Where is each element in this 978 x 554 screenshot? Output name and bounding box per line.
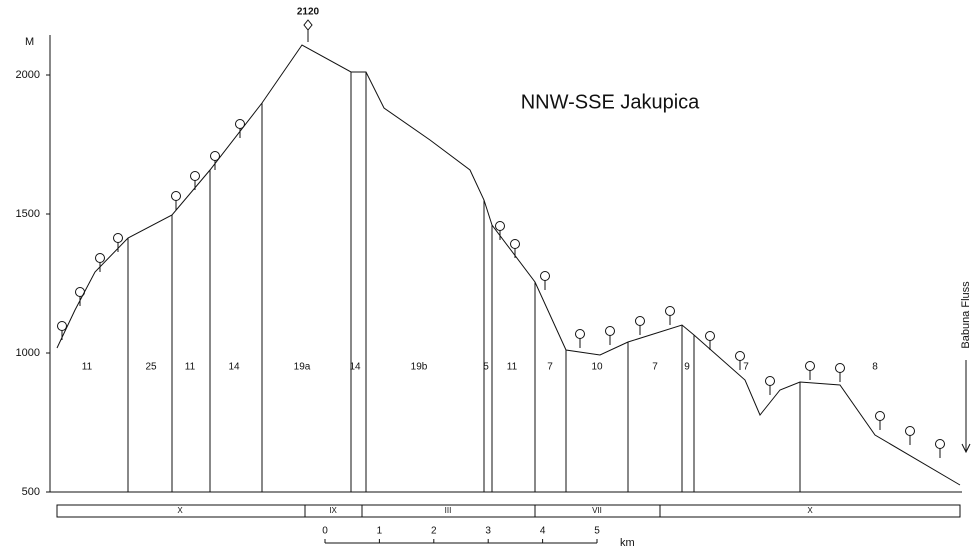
scale-unit: km: [620, 537, 635, 549]
tree-crown: [575, 329, 585, 339]
zone-bar: [56, 504, 961, 518]
zone-label: IX: [329, 506, 337, 515]
tree-crown: [235, 119, 245, 129]
segment-label: 14: [228, 362, 240, 373]
zone-label: X: [177, 506, 183, 515]
segment-label: 11: [507, 362, 518, 373]
tree-crown: [95, 253, 105, 263]
y-tick-label: 2000: [16, 69, 40, 81]
tree-crown: [665, 306, 675, 316]
zone-label: X: [807, 506, 813, 515]
terrain-profile: [56, 44, 961, 486]
scale-label: 0: [322, 526, 328, 537]
unit-label: M: [25, 36, 34, 48]
segment-label: 5: [483, 362, 489, 373]
segment-label: 10: [591, 362, 603, 373]
tree-crown: [835, 363, 845, 373]
tree-crown: [540, 271, 550, 281]
segment-dividers: [127, 72, 801, 492]
y-tick-label: 1500: [16, 208, 40, 220]
segment-label: 7: [652, 362, 658, 373]
zone-dividers: [304, 505, 661, 517]
tree-crown: [805, 361, 815, 371]
scale-label: 4: [540, 526, 546, 537]
tree-crown: [75, 287, 85, 297]
y-tick-label: 1000: [16, 347, 40, 359]
tree-crown: [190, 171, 200, 181]
tree-crown: [705, 331, 715, 341]
river-label: Babuna Fluss: [960, 281, 972, 349]
segment-label: 7: [743, 362, 749, 373]
summit-label: 2120: [297, 7, 320, 18]
y-tick-label: 500: [22, 486, 40, 498]
scale-label: 1: [377, 526, 383, 537]
tree-crown: [765, 376, 775, 386]
segment-label: 9: [684, 362, 690, 373]
tree-crown: [875, 411, 885, 421]
segment-label: 14: [349, 362, 361, 373]
segment-label: 11: [82, 362, 93, 373]
tree-crown: [171, 191, 181, 201]
segment-label: 11: [185, 362, 196, 373]
tree-crown: [635, 316, 645, 326]
vegetation: [57, 119, 945, 458]
tree-crown: [57, 321, 67, 331]
scale-label: 5: [594, 526, 600, 537]
river-arrow: [961, 360, 971, 454]
tree-crown: [605, 326, 615, 336]
tree-crown: [495, 221, 505, 231]
tree-crown: [510, 239, 520, 249]
tree-crown: [210, 151, 220, 161]
tree-crown: [905, 426, 915, 436]
scale-label: 3: [485, 526, 491, 537]
tree-crown: [935, 439, 945, 449]
tree-crown: [113, 233, 123, 243]
tree-crown: [735, 351, 745, 361]
segment-label: 25: [145, 362, 157, 373]
summit-marker: [303, 19, 313, 42]
scale-label: 2: [431, 526, 437, 537]
segment-label: 7: [547, 362, 553, 373]
segment-label: 8: [872, 362, 878, 373]
title: NNW-SSE Jakupica: [521, 91, 700, 113]
segment-label: 19a: [294, 362, 311, 373]
segment-label: 19b: [411, 362, 428, 373]
zone-label: VII: [592, 506, 602, 515]
zone-label: III: [445, 506, 452, 515]
